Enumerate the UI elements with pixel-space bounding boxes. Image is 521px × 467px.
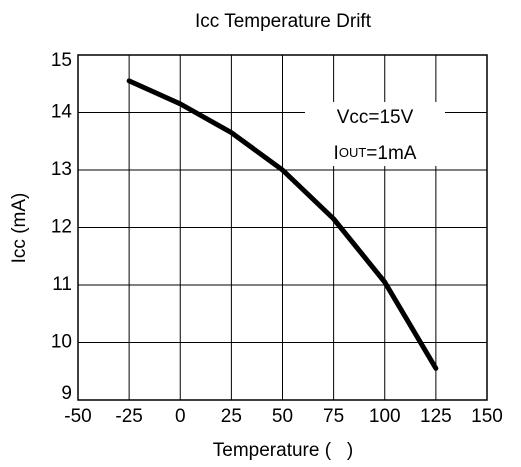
- annotation-part: Vcc=15V: [337, 107, 414, 128]
- annotation-part: I: [334, 143, 339, 164]
- y-tick-label: 11: [52, 274, 72, 295]
- annotation: IOUT=1mA: [334, 143, 417, 164]
- x-tick-label: 0: [175, 406, 186, 427]
- data-line: [126, 78, 439, 371]
- annotation-box: [305, 102, 445, 166]
- plot-frame: [77, 54, 488, 401]
- annotation-part: OUT: [339, 145, 367, 160]
- y-tick-label: 14: [51, 102, 73, 123]
- chart-title: Icc Temperature Drift: [195, 11, 372, 32]
- y-tick-label: 9: [61, 383, 72, 404]
- x-tick-label: 125: [420, 406, 452, 427]
- x-axis-label: Temperature ( ): [213, 440, 353, 461]
- x-tick-label: 25: [221, 406, 242, 427]
- y-tick-label: 13: [51, 159, 72, 180]
- x-tick-label: -25: [115, 406, 142, 427]
- x-tick-label: 75: [323, 406, 344, 427]
- y-axis-label: Icc (mA): [9, 193, 30, 264]
- y-tick-label: 10: [51, 332, 72, 353]
- y-tick-label: 12: [51, 217, 72, 238]
- x-tick-label: 150: [471, 406, 503, 427]
- annotation: Vcc=15V: [337, 107, 414, 128]
- annotation-part: =1mA: [366, 143, 416, 164]
- x-tick-label: -50: [64, 406, 91, 427]
- y-tick-label: 15: [51, 50, 72, 71]
- x-tick-label: 100: [369, 406, 401, 427]
- x-tick-label: 50: [272, 406, 293, 427]
